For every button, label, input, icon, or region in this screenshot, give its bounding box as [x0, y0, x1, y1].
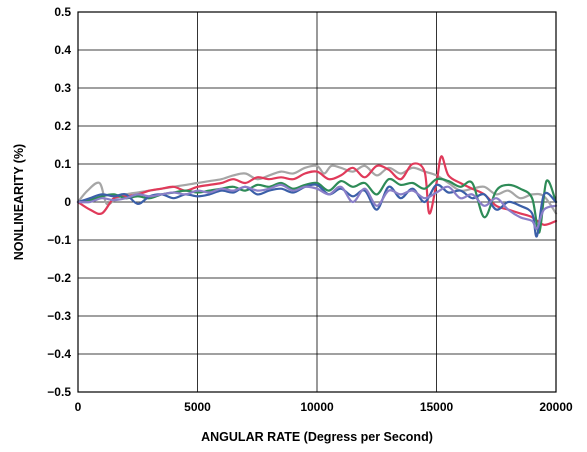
y-tick-label: −0.4: [47, 347, 71, 361]
y-tick-label: 0.4: [54, 43, 71, 57]
series-line-5: [76, 183, 558, 230]
y-tick-label: −0.5: [47, 385, 71, 399]
series-line-2: [76, 155, 558, 226]
y-axis-title: NONLINEARITY (%): [12, 144, 26, 260]
y-tick-label: −0.2: [47, 271, 71, 285]
x-tick-label: 5000: [184, 400, 211, 414]
x-axis-title: ANGULAR RATE (Degress per Second): [201, 430, 433, 444]
series-lines: [76, 155, 558, 238]
y-tick-label: 0.5: [54, 5, 71, 19]
gridlines: [78, 12, 556, 392]
y-tick-label: −0.1: [47, 233, 71, 247]
y-tick-label: 0.3: [54, 81, 71, 95]
x-tick-label: 10000: [300, 400, 334, 414]
y-tick-labels: 0.5 0.4 0.3 0.2 0.1 0 −0.1 −0.2 −0.3 −0.4 −0.5: [47, 5, 71, 399]
x-tick-label: 0: [75, 400, 82, 414]
x-tick-label: 15000: [420, 400, 454, 414]
plot-area-frame: [77, 11, 557, 393]
y-tick-label: 0.1: [54, 157, 71, 171]
y-tick-label: 0.2: [54, 119, 71, 133]
x-tick-labels: 0 5000 10000 15000 20000: [75, 400, 573, 414]
y-tick-label: −0.3: [47, 309, 71, 323]
x-tick-label: 20000: [539, 400, 573, 414]
y-tick-label: 0: [64, 195, 71, 209]
